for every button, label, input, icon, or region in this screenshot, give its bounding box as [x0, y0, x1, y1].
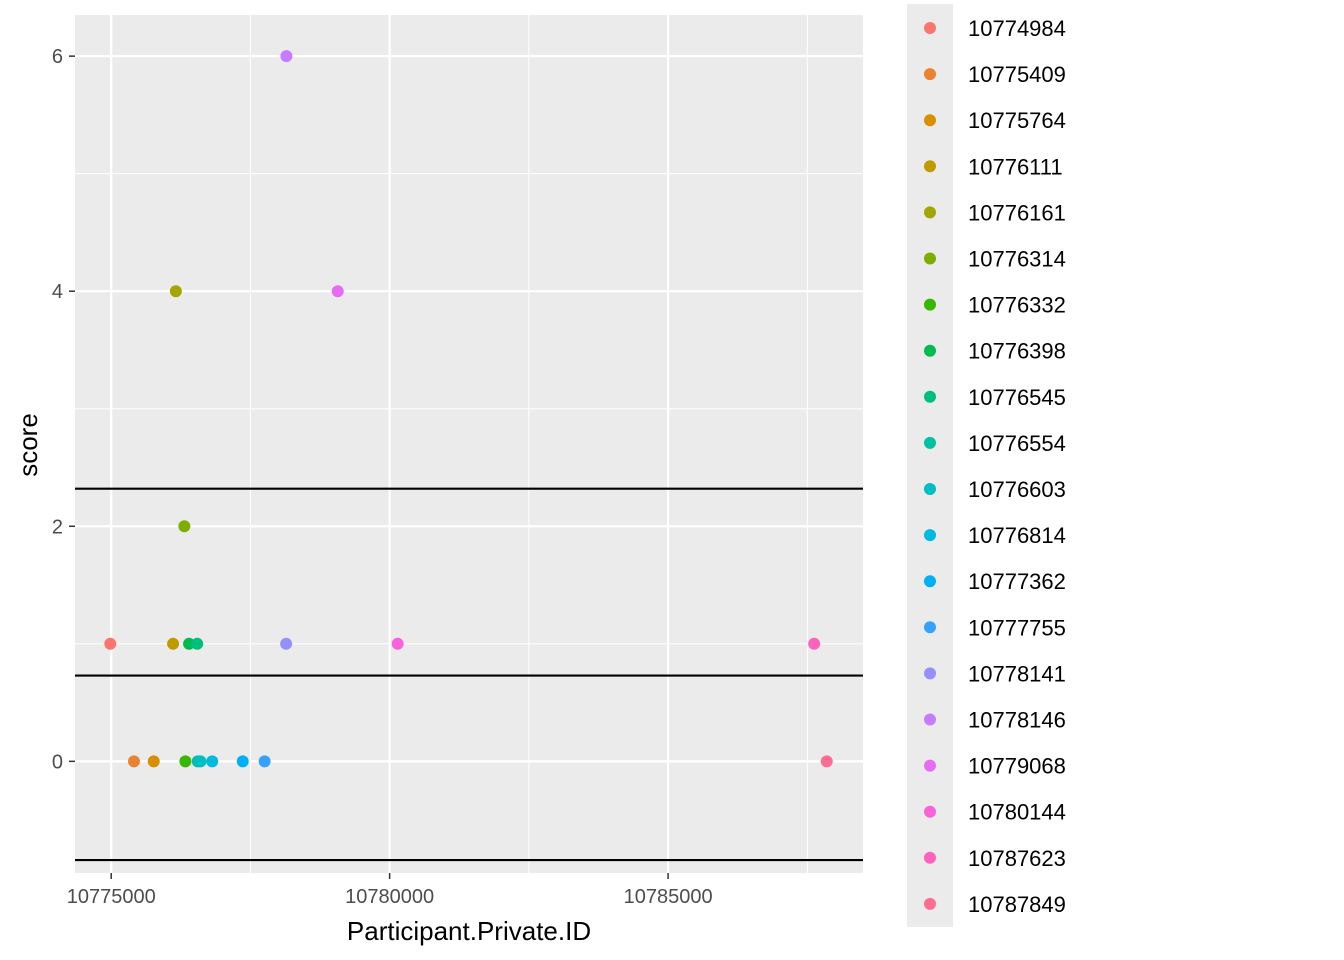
data-point — [258, 755, 271, 768]
legend-key — [924, 252, 936, 265]
legend-key — [924, 529, 936, 542]
legend-label: 10776554 — [968, 431, 1066, 456]
legend-label: 10777362 — [968, 569, 1066, 594]
legend-key — [924, 575, 936, 588]
legend-label: 10776314 — [968, 247, 1066, 272]
plot-panel — [75, 15, 863, 873]
data-point — [206, 755, 219, 768]
data-point — [391, 637, 404, 650]
x-tick-label: 10775000 — [67, 886, 156, 908]
legend-label: 10776545 — [968, 385, 1066, 410]
legend-key — [924, 68, 936, 81]
legend-label: 10776111 — [968, 154, 1063, 179]
x-axis-title: Participant.Private.ID — [347, 916, 591, 946]
data-point — [167, 637, 180, 650]
data-point — [147, 755, 160, 768]
legend-label: 10776398 — [968, 339, 1066, 364]
y-axis-title: score — [13, 413, 43, 477]
legend-key — [924, 805, 936, 818]
y-tick-label: 0 — [52, 751, 63, 773]
legend-key — [924, 759, 936, 772]
legend-key — [924, 621, 936, 634]
legend-label: 10777755 — [968, 615, 1066, 640]
legend-label: 10787849 — [968, 892, 1066, 917]
y-tick-label: 6 — [52, 46, 63, 68]
data-point — [169, 285, 182, 298]
data-point — [236, 755, 249, 768]
data-point — [104, 637, 117, 650]
legend-key — [924, 160, 936, 173]
reference-lines — [75, 487, 863, 862]
legend-key — [924, 344, 936, 357]
legend-label: 10776814 — [968, 523, 1066, 548]
legend-label: 10776603 — [968, 477, 1066, 502]
data-point — [179, 755, 192, 768]
y-tick-label: 2 — [52, 516, 63, 538]
legend-key — [924, 667, 936, 680]
legend-label: 10775764 — [968, 108, 1066, 133]
data-point — [808, 637, 821, 650]
legend-key — [924, 298, 936, 311]
legend-key — [924, 114, 936, 127]
legend-key — [924, 483, 936, 495]
legend-label: 10776161 — [968, 200, 1066, 225]
y-axis: 0 2 4 6 — [52, 46, 75, 773]
data-point — [127, 755, 140, 768]
data-point — [331, 285, 344, 298]
data-point — [178, 520, 191, 533]
legend-label: 10774984 — [968, 16, 1066, 41]
data-points — [104, 50, 833, 768]
legend-key — [924, 897, 936, 910]
x-tick-label: 10780000 — [345, 886, 434, 908]
data-point — [280, 50, 293, 63]
data-point — [280, 637, 293, 650]
legend-background — [907, 4, 953, 927]
legend-key — [924, 390, 936, 403]
legend-key — [924, 206, 936, 219]
legend-label: 10778146 — [968, 708, 1066, 733]
legend-label: 10780144 — [968, 800, 1066, 825]
minor-gridlines — [75, 15, 863, 873]
legend-label: 10779068 — [968, 754, 1066, 779]
legend-label: 10778141 — [968, 661, 1066, 686]
data-point — [820, 755, 833, 768]
data-point — [194, 755, 207, 768]
legend-key — [924, 436, 936, 449]
x-axis: 10775000 10780000 10785000 — [67, 873, 713, 908]
legend-key — [924, 851, 936, 864]
legend: 10774984 10775409 10775764 10776111 10776161… — [924, 16, 1066, 917]
legend-label: 10776332 — [968, 293, 1066, 318]
major-gridlines — [75, 15, 863, 873]
legend-label: 10787623 — [968, 846, 1066, 871]
legend-label: 10775409 — [968, 62, 1066, 87]
legend-key — [924, 713, 936, 726]
legend-key — [924, 22, 936, 34]
x-tick-label: 10785000 — [624, 886, 713, 908]
y-tick-label: 4 — [52, 281, 63, 303]
data-point — [191, 637, 204, 650]
